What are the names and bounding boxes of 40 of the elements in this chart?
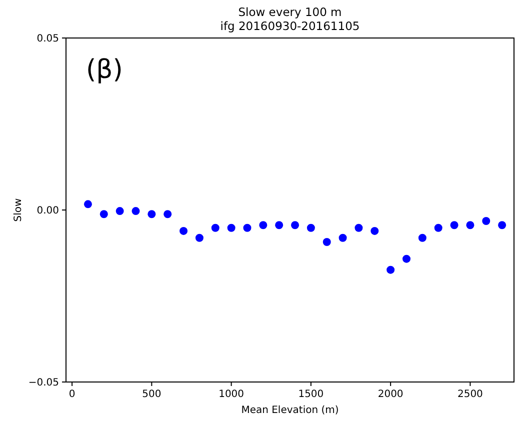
point xyxy=(322,238,331,246)
point xyxy=(180,226,188,235)
point xyxy=(116,207,124,216)
chart-title: Slow every 100 m ifg 20160930-20161105 xyxy=(220,5,360,33)
point xyxy=(243,224,252,232)
x-tick-label: 1000 xyxy=(218,389,244,400)
point xyxy=(466,221,474,230)
point xyxy=(482,217,490,226)
x-axis-title: Mean Elevation (m) xyxy=(241,405,339,416)
x-tick-label: 500 xyxy=(142,389,162,400)
point xyxy=(227,224,236,232)
point xyxy=(211,224,220,232)
x-tick-label: 2000 xyxy=(378,389,404,400)
point xyxy=(100,210,108,218)
point xyxy=(402,254,410,263)
point xyxy=(498,221,506,230)
point xyxy=(164,210,172,218)
point xyxy=(84,200,92,208)
point xyxy=(434,224,442,232)
y-axis-title: Slow xyxy=(13,198,24,222)
point xyxy=(418,234,426,242)
point xyxy=(259,221,268,230)
point xyxy=(386,266,395,274)
point xyxy=(370,226,379,235)
y-tick-label: −0.05 xyxy=(28,378,59,388)
y-tick-label: 0.00 xyxy=(36,206,59,216)
x-tick-label: 2500 xyxy=(457,389,483,400)
point xyxy=(291,221,300,230)
point xyxy=(338,234,347,242)
point xyxy=(306,224,315,232)
point xyxy=(354,224,363,232)
point xyxy=(450,221,458,230)
x-tick-label: 1500 xyxy=(298,389,324,400)
point xyxy=(275,221,284,230)
x-tick-label: 0 xyxy=(68,389,76,400)
annotation: (β) xyxy=(86,55,123,85)
point xyxy=(195,234,204,242)
point xyxy=(148,210,156,218)
y-tick-label: 0.05 xyxy=(36,34,59,44)
point xyxy=(132,207,140,216)
